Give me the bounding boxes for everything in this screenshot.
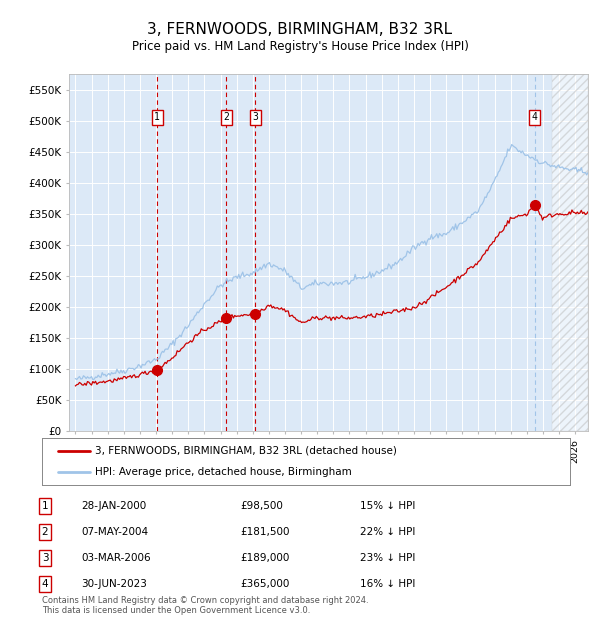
Text: £181,500: £181,500 [240, 527, 290, 537]
Text: 22% ↓ HPI: 22% ↓ HPI [360, 527, 415, 537]
Text: Contains HM Land Registry data © Crown copyright and database right 2024.
This d: Contains HM Land Registry data © Crown c… [42, 596, 368, 615]
Text: £98,500: £98,500 [240, 501, 283, 511]
Text: £189,000: £189,000 [240, 553, 289, 563]
Text: 23% ↓ HPI: 23% ↓ HPI [360, 553, 415, 563]
Text: 07-MAY-2004: 07-MAY-2004 [81, 527, 148, 537]
Text: 30-JUN-2023: 30-JUN-2023 [81, 579, 147, 589]
Text: 28-JAN-2000: 28-JAN-2000 [81, 501, 146, 511]
Text: 3, FERNWOODS, BIRMINGHAM, B32 3RL: 3, FERNWOODS, BIRMINGHAM, B32 3RL [148, 22, 452, 37]
Text: 03-MAR-2006: 03-MAR-2006 [81, 553, 151, 563]
Text: £365,000: £365,000 [240, 579, 289, 589]
Text: 2: 2 [223, 112, 229, 122]
Text: 1: 1 [41, 501, 49, 511]
Text: 4: 4 [41, 579, 49, 589]
Text: HPI: Average price, detached house, Birmingham: HPI: Average price, detached house, Birm… [95, 467, 352, 477]
Text: 3: 3 [41, 553, 49, 563]
Text: Price paid vs. HM Land Registry's House Price Index (HPI): Price paid vs. HM Land Registry's House … [131, 40, 469, 53]
Bar [552, 74, 588, 431]
Text: 3, FERNWOODS, BIRMINGHAM, B32 3RL (detached house): 3, FERNWOODS, BIRMINGHAM, B32 3RL (detac… [95, 446, 397, 456]
Text: 3: 3 [253, 112, 259, 122]
Text: 16% ↓ HPI: 16% ↓ HPI [360, 579, 415, 589]
Text: 4: 4 [532, 112, 538, 122]
Text: 1: 1 [154, 112, 160, 122]
Text: 2: 2 [41, 527, 49, 537]
Text: 15% ↓ HPI: 15% ↓ HPI [360, 501, 415, 511]
